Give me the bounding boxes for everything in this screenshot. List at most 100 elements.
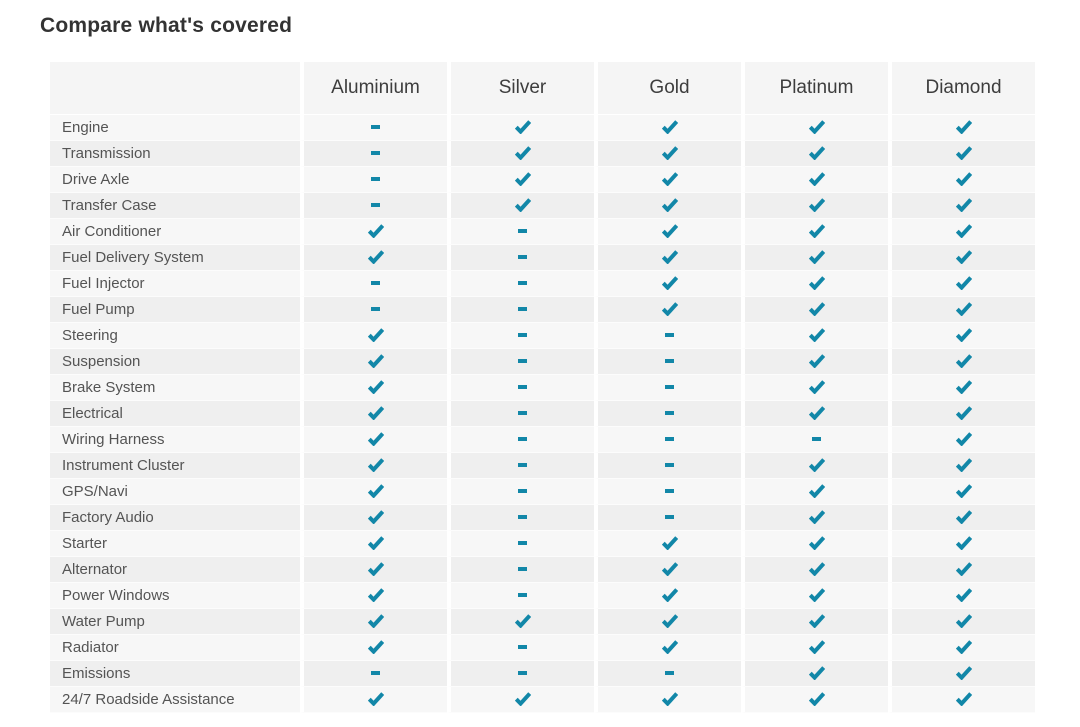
check-icon: [955, 458, 972, 473]
coverage-cell-covered: [741, 167, 888, 193]
row-label: Starter: [50, 531, 300, 557]
check-icon: [955, 536, 972, 551]
check-icon: [367, 380, 384, 395]
coverage-cell-not-covered: [300, 297, 447, 323]
row-label: Drive Axle: [50, 167, 300, 193]
table-row: Electrical: [50, 401, 1035, 427]
check-icon: [808, 328, 825, 343]
coverage-cell-not-covered: [594, 375, 741, 401]
dash-icon: [518, 645, 527, 650]
check-icon: [808, 354, 825, 369]
check-icon: [955, 640, 972, 655]
check-icon: [367, 354, 384, 369]
check-icon: [367, 484, 384, 499]
check-icon: [955, 250, 972, 265]
coverage-cell-covered: [300, 557, 447, 583]
coverage-cell-covered: [300, 375, 447, 401]
table-row: GPS/Navi: [50, 479, 1035, 505]
coverage-cell-covered: [741, 115, 888, 141]
coverage-cell-not-covered: [594, 401, 741, 427]
coverage-cell-covered: [888, 661, 1035, 687]
check-icon: [808, 458, 825, 473]
coverage-cell-not-covered: [447, 323, 594, 349]
coverage-cell-covered: [888, 635, 1035, 661]
coverage-cell-not-covered: [300, 193, 447, 219]
check-icon: [661, 302, 678, 317]
row-label: Air Conditioner: [50, 219, 300, 245]
row-label: Emissions: [50, 661, 300, 687]
check-icon: [955, 406, 972, 421]
row-label: Water Pump: [50, 609, 300, 635]
check-icon: [808, 640, 825, 655]
table-row: Fuel Pump: [50, 297, 1035, 323]
coverage-cell-covered: [888, 141, 1035, 167]
page-title: Compare what's covered: [40, 14, 293, 37]
table-row: Transmission: [50, 141, 1035, 167]
coverage-cell-covered: [888, 609, 1035, 635]
check-icon: [514, 614, 531, 629]
check-icon: [367, 250, 384, 265]
row-label: Fuel Delivery System: [50, 245, 300, 271]
dash-icon: [665, 333, 674, 338]
coverage-cell-covered: [888, 323, 1035, 349]
check-icon: [955, 510, 972, 525]
dash-icon: [665, 515, 674, 520]
check-icon: [955, 666, 972, 681]
coverage-cell-covered: [300, 349, 447, 375]
row-label: 24/7 Roadside Assistance: [50, 687, 300, 713]
coverage-cell-covered: [300, 479, 447, 505]
coverage-table-body: Engine Transmission Drive Axle Transfer Cas…: [50, 115, 1035, 713]
check-icon: [955, 562, 972, 577]
coverage-comparison-table: Aluminium Silver Gold Platinum Diamond E…: [50, 62, 1035, 713]
coverage-cell-covered: [594, 583, 741, 609]
coverage-cell-not-covered: [594, 323, 741, 349]
coverage-cell-not-covered: [300, 167, 447, 193]
coverage-cell-covered: [300, 427, 447, 453]
check-icon: [808, 484, 825, 499]
coverage-cell-covered: [447, 687, 594, 713]
header-cell-diamond: Diamond: [888, 62, 1035, 115]
dash-icon: [518, 567, 527, 572]
check-icon: [808, 536, 825, 551]
check-icon: [955, 224, 972, 239]
check-icon: [955, 302, 972, 317]
check-icon: [955, 354, 972, 369]
table-row: Instrument Cluster: [50, 453, 1035, 479]
coverage-cell-not-covered: [741, 427, 888, 453]
table-row: Wiring Harness: [50, 427, 1035, 453]
check-icon: [367, 692, 384, 707]
coverage-cell-covered: [741, 271, 888, 297]
dash-icon: [518, 359, 527, 364]
coverage-cell-covered: [888, 115, 1035, 141]
check-icon: [661, 250, 678, 265]
dash-icon: [665, 671, 674, 676]
check-icon: [661, 640, 678, 655]
check-icon: [367, 406, 384, 421]
row-label: Alternator: [50, 557, 300, 583]
coverage-cell-covered: [741, 479, 888, 505]
row-label: Instrument Cluster: [50, 453, 300, 479]
dash-icon: [371, 671, 380, 676]
check-icon: [367, 510, 384, 525]
table-row: Alternator: [50, 557, 1035, 583]
check-icon: [808, 146, 825, 161]
coverage-cell-covered: [741, 531, 888, 557]
table-row: Brake System: [50, 375, 1035, 401]
check-icon: [661, 562, 678, 577]
header-row: Aluminium Silver Gold Platinum Diamond: [50, 62, 1035, 115]
coverage-cell-covered: [741, 375, 888, 401]
dash-icon: [812, 437, 821, 442]
coverage-cell-covered: [741, 323, 888, 349]
coverage-cell-covered: [741, 297, 888, 323]
coverage-cell-not-covered: [447, 349, 594, 375]
coverage-cell-covered: [888, 297, 1035, 323]
check-icon: [808, 562, 825, 577]
check-icon: [367, 224, 384, 239]
header-cell-platinum: Platinum: [741, 62, 888, 115]
dash-icon: [518, 307, 527, 312]
check-icon: [661, 536, 678, 551]
coverage-cell-covered: [888, 557, 1035, 583]
check-icon: [955, 380, 972, 395]
dash-icon: [518, 671, 527, 676]
check-icon: [955, 484, 972, 499]
